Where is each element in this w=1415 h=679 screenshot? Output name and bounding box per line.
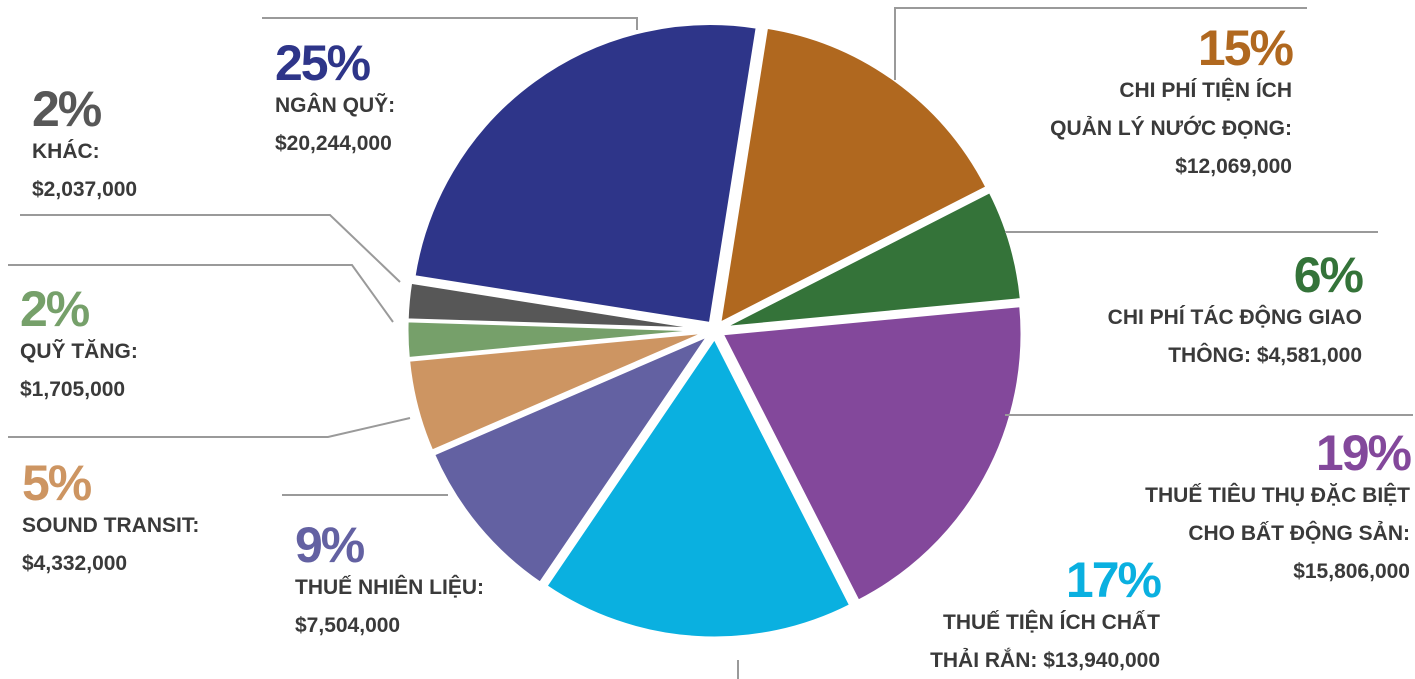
slice-label: THUẾ TIÊU THỤ ĐẶC BIỆT	[1145, 483, 1410, 507]
slice-label: $20,244,000	[275, 132, 392, 155]
slice-label: $2,037,000	[32, 178, 137, 201]
percent-label: 2%	[32, 81, 102, 137]
percent-label: 9%	[295, 517, 365, 573]
leader-line	[894, 7, 1307, 80]
pie-slice	[543, 335, 853, 640]
slice-label: $4,332,000	[22, 552, 127, 575]
pie-slice	[431, 331, 713, 586]
slice-label: CHO BẤT ĐỘNG SẢN:	[1188, 521, 1410, 545]
pie-slice	[406, 330, 708, 454]
leader-line	[8, 417, 411, 438]
slice-label: QUỸ TĂNG:	[20, 340, 138, 363]
pie-slice	[405, 280, 708, 331]
slice-label: SOUND TRANSIT:	[22, 514, 199, 537]
percent-label: 6%	[1294, 247, 1364, 303]
slice-label: KHÁC:	[32, 140, 100, 163]
slice-label: $12,069,000	[1175, 155, 1292, 178]
slice-label: $7,504,000	[295, 614, 400, 637]
slice-label: $1,705,000	[20, 378, 125, 401]
pie-slice	[717, 25, 990, 327]
slice-label: THUẾ TIỆN ÍCH CHẤT	[943, 610, 1160, 634]
leader-line	[20, 214, 401, 283]
slice-label: THÔNG: $4,581,000	[1168, 343, 1362, 367]
pie-slice	[722, 189, 1023, 330]
slice-label: THUẾ NHIÊN LIỆU:	[295, 575, 484, 599]
pie-slice	[412, 22, 759, 326]
percent-label: 25%	[275, 35, 371, 91]
leader-line	[8, 264, 394, 323]
percent-label: 2%	[20, 281, 90, 337]
leader-line	[262, 17, 638, 30]
slice-label: QUẢN LÝ NƯỚC ĐỌNG:	[1050, 116, 1292, 140]
slice-label: CHI PHÍ TIỆN ÍCH	[1119, 78, 1292, 102]
percent-label: 17%	[1066, 552, 1162, 608]
slice-label: NGÂN QUỸ:	[275, 93, 395, 117]
percent-label: 19%	[1316, 425, 1412, 481]
slice-label: $15,806,000	[1293, 560, 1410, 583]
slice-label: THẢI RẮN: $13,940,000	[930, 648, 1160, 672]
percent-label: 15%	[1198, 20, 1294, 76]
slice-label: CHI PHÍ TÁC ĐỘNG GIAO	[1108, 305, 1362, 329]
percent-label: 5%	[22, 455, 92, 511]
pie-slice	[719, 303, 1024, 604]
